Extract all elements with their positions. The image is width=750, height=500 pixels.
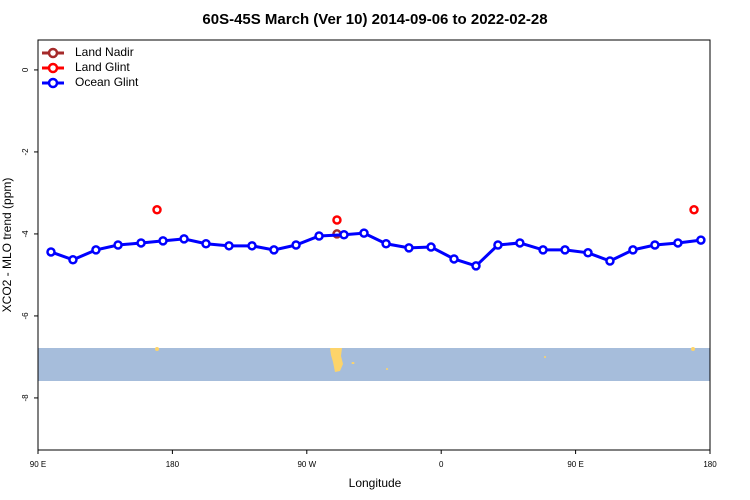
data-point [332,215,342,225]
y-tick-label: -4 [21,230,30,238]
legend-label: Land Glint [75,60,130,74]
data-point [538,245,548,255]
map-land [155,347,695,372]
data-point [339,230,349,240]
data-point [381,239,391,249]
data-point [113,240,123,250]
y-tick-label: -2 [21,148,30,156]
data-point [291,240,301,250]
data-point [247,241,257,251]
data-point [471,261,481,271]
data-point [560,245,570,255]
series-line [50,231,702,268]
data-point [404,243,414,253]
x-tick-label: 90 E [30,460,46,469]
data-point [269,245,279,255]
data-point [179,234,189,244]
data-point [314,231,324,241]
data-point [201,239,211,249]
y-tick-label: -6 [21,312,30,320]
data-point [426,242,436,252]
data-point [359,228,369,238]
x-tick-label: 90 W [297,460,316,469]
data-point [152,204,162,215]
y-axis-label: XCO2 - MLO trend (ppm) [0,178,14,313]
data-point [696,235,706,245]
data-point [493,240,503,250]
x-tick-label: 90 E [567,460,583,469]
data-point [136,238,146,248]
data-point [689,204,699,215]
x-tick-label: 180 [703,460,717,469]
data-point [515,238,525,248]
data-point [583,248,593,258]
data-point [158,236,168,246]
y-tick-label: 0 [21,67,30,72]
x-tick-label: 0 [439,460,444,469]
data-point [449,254,459,264]
legend-marker [47,77,59,89]
data-point [628,245,638,255]
x-tick-label: 180 [166,460,180,469]
x-axis-label: Longitude [349,476,402,490]
data-point [224,241,234,251]
legend-marker [47,47,59,59]
data-point [650,240,660,250]
chart-title: 60S-45S March (Ver 10) 2014-09-06 to 202… [202,11,547,28]
legend-marker [47,62,59,74]
map-ocean-band [38,348,710,381]
data-point [605,256,615,266]
data-point [68,255,78,265]
data-point [673,238,683,248]
legend-label: Land Nadir [75,45,134,59]
data-point [91,245,101,255]
plot-frame [37,39,711,451]
y-tick-label: -8 [21,394,30,402]
data-point [46,247,56,257]
legend-label: Ocean Glint [75,75,139,89]
